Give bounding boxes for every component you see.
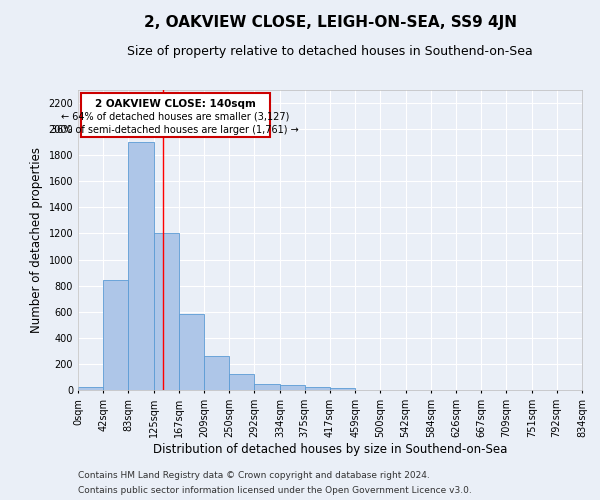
Text: Contains public sector information licensed under the Open Government Licence v3: Contains public sector information licen… (78, 486, 472, 495)
Text: 36% of semi-detached houses are larger (1,761) →: 36% of semi-detached houses are larger (… (51, 125, 299, 135)
Text: 2 OAKVIEW CLOSE: 140sqm: 2 OAKVIEW CLOSE: 140sqm (95, 99, 256, 109)
Bar (128, 142, 154, 390)
Text: Contains HM Land Registry data © Crown copyright and database right 2024.: Contains HM Land Registry data © Crown c… (78, 471, 430, 480)
Bar (305, 386, 330, 390)
Text: Size of property relative to detached houses in Southend-on-Sea: Size of property relative to detached ho… (127, 45, 533, 58)
Bar (154, 234, 179, 390)
Bar (205, 356, 229, 390)
X-axis label: Distribution of detached houses by size in Southend-on-Sea: Distribution of detached houses by size … (153, 442, 507, 456)
Bar (229, 374, 254, 390)
Text: ← 64% of detached houses are smaller (3,127): ← 64% of detached houses are smaller (3,… (61, 112, 289, 122)
Bar (78, 386, 103, 390)
Bar (103, 280, 128, 390)
Bar (280, 386, 305, 390)
FancyBboxPatch shape (80, 93, 269, 136)
Text: 2, OAKVIEW CLOSE, LEIGH-ON-SEA, SS9 4JN: 2, OAKVIEW CLOSE, LEIGH-ON-SEA, SS9 4JN (143, 15, 517, 30)
Bar (254, 384, 280, 390)
Y-axis label: Number of detached properties: Number of detached properties (30, 147, 43, 333)
Bar (179, 314, 205, 390)
Bar (330, 388, 355, 390)
